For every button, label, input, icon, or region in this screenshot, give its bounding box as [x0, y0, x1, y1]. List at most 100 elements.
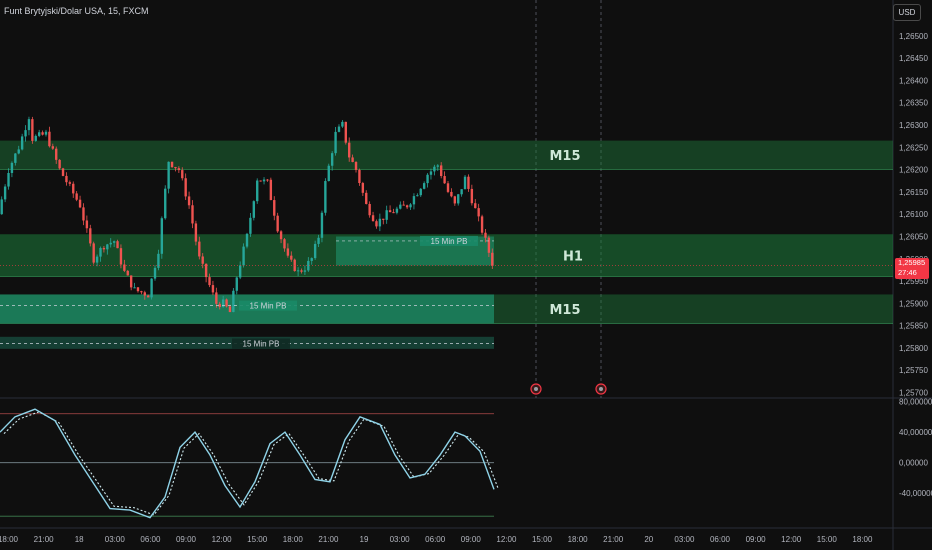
supply-demand-zones: M15 H1 M15: [0, 140, 893, 349]
candle-body: [405, 205, 409, 208]
candle-body: [184, 178, 187, 197]
price-tick-label: 1,26300: [899, 121, 928, 130]
candle-body: [102, 247, 106, 250]
candle-body: [341, 121, 344, 127]
osc-signal-line: [3, 411, 499, 516]
candle-body: [3, 186, 7, 200]
price-tick-label: 1,25850: [899, 322, 928, 331]
candle-body: [307, 260, 310, 271]
candle-body: [378, 218, 382, 227]
candle-body: [72, 183, 75, 194]
candle-body: [61, 168, 65, 176]
candle-body: [371, 215, 375, 222]
candle-body: [85, 220, 89, 229]
zone-0: [0, 140, 893, 170]
time-tick-label: 12:00: [496, 535, 517, 544]
symbol-title[interactable]: Funt Brytyjski/Dolar USA, 15, FXCM: [4, 6, 149, 16]
time-tick-label: 19: [360, 535, 369, 544]
price-tick-label: 1,26100: [899, 210, 928, 219]
price-axis[interactable]: 1,26500 1,26450 1,26400 1,26350 1,26300 1,262…: [899, 32, 928, 398]
candle-body: [218, 303, 221, 307]
price-tick-label: 1,25700: [899, 389, 928, 398]
candle-body: [463, 176, 467, 190]
event-marker-dot: [534, 387, 538, 391]
candle-body: [273, 200, 276, 216]
price-tick-label: 1,26200: [899, 166, 928, 175]
time-tick-label: 18:00: [568, 535, 589, 544]
osc-tick-label: 0,00000: [899, 459, 928, 468]
time-tick-label: 12:00: [781, 535, 802, 544]
price-tick-label: 1,26400: [899, 76, 928, 85]
candle-body: [55, 148, 58, 160]
candle-body: [354, 161, 358, 170]
pb-label-bg-0: [420, 235, 478, 246]
time-tick-label: 15:00: [247, 535, 268, 544]
time-tick-label: 09:00: [176, 535, 197, 544]
candle-body: [474, 203, 477, 209]
candle-body: [143, 292, 146, 296]
candle-body: [300, 270, 303, 272]
candle-body: [140, 291, 143, 293]
candle-body: [440, 165, 443, 177]
candle-body: [433, 166, 436, 172]
candle-body: [290, 255, 293, 260]
candle-body: [412, 196, 416, 205]
candle-body: [24, 130, 27, 137]
candle-body: [256, 180, 259, 202]
event-marker-dot: [599, 387, 603, 391]
pb-label-bg-1: [239, 300, 297, 311]
candle-body: [436, 165, 439, 167]
candle-body: [470, 188, 474, 204]
candle-body: [422, 183, 426, 189]
candle-body: [429, 171, 433, 175]
candle-body: [443, 176, 446, 184]
candle-body: [170, 161, 174, 168]
time-tick-label: 03:00: [674, 535, 695, 544]
candle-body: [419, 188, 422, 196]
time-axis[interactable]: 18:00 21:00 18 03:00 06:00 09:00 12:00 15:00 18:…: [0, 535, 873, 544]
oscillator-pane: 80,00000 40,00000 0,00000 -40,00000: [0, 398, 932, 519]
time-tick-label: 03:00: [105, 535, 126, 544]
candle-body: [334, 131, 337, 154]
time-tick-label: 06:00: [710, 535, 731, 544]
candle-body: [348, 142, 351, 158]
time-tick-label: 09:00: [746, 535, 767, 544]
candle-body: [112, 241, 116, 243]
candle-body: [31, 119, 34, 141]
candle-body: [388, 210, 392, 213]
candle-body: [467, 176, 470, 189]
candle-body: [402, 204, 405, 206]
osc-tick-label: 80,00000: [899, 398, 932, 407]
candle-body: [269, 179, 273, 201]
candle-body: [106, 244, 109, 250]
candle-body: [37, 132, 41, 136]
candle-body: [119, 248, 123, 265]
candle-body: [78, 199, 82, 208]
osc-tick-label: 40,00000: [899, 428, 932, 437]
candle-body: [164, 188, 167, 219]
candle-body: [453, 196, 457, 204]
candle-body: [491, 252, 494, 266]
price-tick-label: 1,25900: [899, 299, 928, 308]
candle-body: [160, 218, 164, 254]
future-markers: [530, 383, 607, 395]
time-tick-label: 15:00: [817, 535, 838, 544]
candle-body: [10, 162, 14, 173]
candle-body: [17, 149, 20, 154]
candle-body: [317, 237, 320, 244]
candle-body: [75, 193, 78, 200]
candle-body: [65, 175, 68, 183]
currency-badge[interactable]: USD: [893, 4, 921, 21]
candle-body: [279, 231, 283, 240]
candle-body: [487, 237, 491, 253]
pb-label-1: 15 Min PB: [250, 302, 287, 311]
candle-body: [14, 153, 17, 163]
time-tick-label: 21:00: [318, 535, 339, 544]
pb-label-0: 15 Min PB: [431, 237, 468, 246]
price-tick-label: 1,25750: [899, 366, 928, 375]
pb-label-bg-2: [232, 338, 290, 349]
candle-body: [116, 241, 119, 249]
candle-body: [34, 135, 37, 141]
candle-body: [181, 170, 184, 179]
